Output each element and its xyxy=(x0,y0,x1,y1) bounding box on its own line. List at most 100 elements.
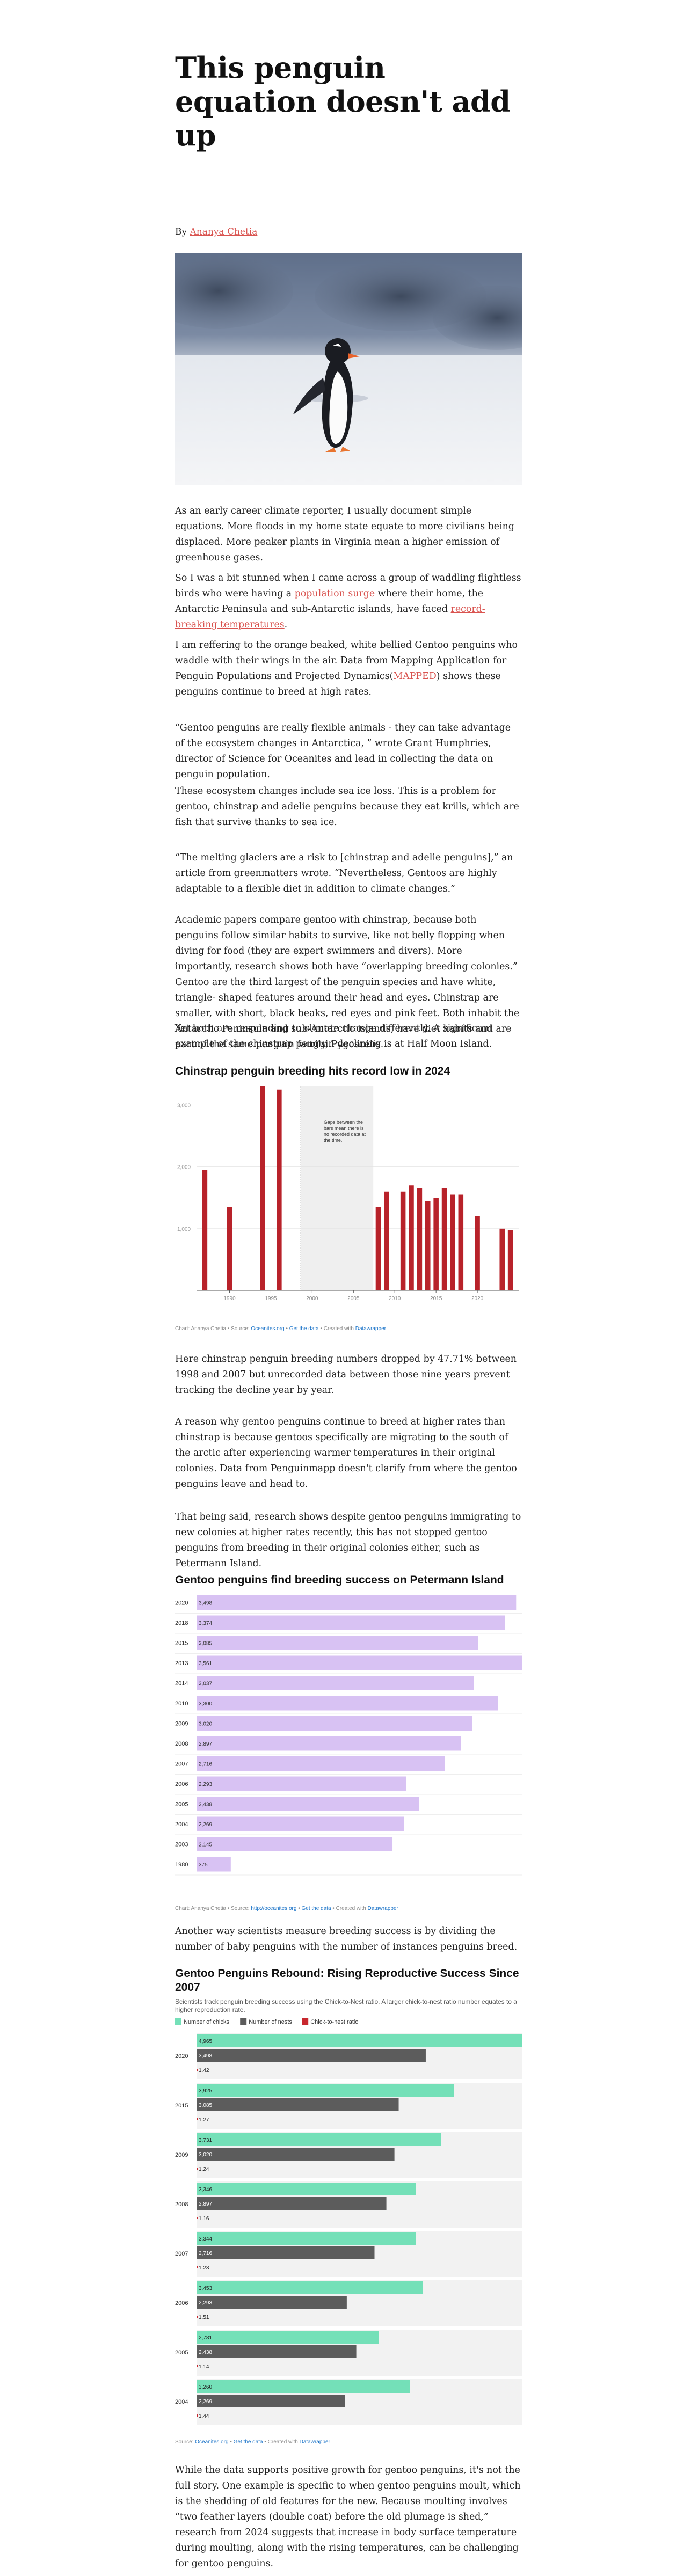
group-label: 2005 xyxy=(175,2349,188,2356)
bar-value-label: 3,344 xyxy=(199,2236,212,2242)
chicks-bar xyxy=(197,2232,416,2245)
bar-value-label: 2,269 xyxy=(199,1822,212,1828)
petermann-bar xyxy=(197,1655,522,1670)
paragraph-3: I am reffering to the orange beaked, whi… xyxy=(175,638,522,700)
article-title: This penguin equation doesn't add up xyxy=(175,50,511,152)
annotation-line: no recorded data at xyxy=(324,1132,366,1137)
chart-3-datawrapper-link[interactable]: Datawrapper xyxy=(299,2439,330,2445)
paragraph-2-text-a: So I was a bit stunned when I came acros… xyxy=(175,573,521,599)
bar-value-label: 3,731 xyxy=(199,2137,212,2143)
chart-1-datawrapper-link[interactable]: Datawrapper xyxy=(355,1326,386,1332)
chart-2-source-link[interactable]: http://oceanites.org xyxy=(251,1906,297,1911)
bar-value-label: 2,438 xyxy=(199,1802,212,1808)
petermann-bar xyxy=(197,1857,231,1872)
chart-3-credit: Source: Oceanites.org • Get the data • C… xyxy=(175,2439,522,2445)
row-label: 2020 xyxy=(175,1600,188,1607)
chinstrap-bar xyxy=(441,1188,447,1290)
bar-value-label: 3,374 xyxy=(199,1621,212,1626)
mapped-link[interactable]: MAPPED xyxy=(393,671,437,682)
paragraph-4: “Gentoo penguins are really flexible ani… xyxy=(175,723,511,780)
chicks-bar xyxy=(197,2133,441,2146)
group-label: 2020 xyxy=(175,2053,188,2060)
chart-3-credit-sep: • xyxy=(228,2439,234,2445)
x-tick-label: 2005 xyxy=(347,1296,360,1302)
ratio-bar xyxy=(197,2069,198,2071)
paragraph-10: A reason why gentoo penguins continue to… xyxy=(175,1417,517,1490)
bar-value-label: 375 xyxy=(199,1862,208,1868)
chart-2-datawrapper-link[interactable]: Datawrapper xyxy=(367,1906,398,1911)
petermann-bar xyxy=(197,1676,474,1690)
chart-3-get-data-link[interactable]: Get the data xyxy=(233,2439,263,2445)
chart-1-credit-sep: • xyxy=(284,1326,289,1332)
chart-3-credit-text: Source: xyxy=(175,2439,195,2445)
chinstrap-bar xyxy=(277,1089,282,1290)
chart-2-get-data-link[interactable]: Get the data xyxy=(301,1906,331,1911)
population-surge-link[interactable]: population surge xyxy=(294,588,375,599)
bar-value-label: 2,438 xyxy=(199,2349,212,2355)
bar-value-label: 3,085 xyxy=(199,1641,212,1647)
chart-1-title: Chinstrap penguin breeding hits record l… xyxy=(175,1065,450,1077)
bar-value-label: 2,293 xyxy=(199,2300,212,2306)
chinstrap-bar xyxy=(400,1191,406,1290)
ratio-bar xyxy=(197,2217,198,2219)
ratio-bar xyxy=(197,2118,198,2120)
annotation-line: bars mean there is xyxy=(324,1126,364,1131)
paragraph-2: So I was a bit stunned when I came acros… xyxy=(175,571,522,633)
bar-value-label: 3,020 xyxy=(199,2152,212,2158)
chart-1-get-data-link[interactable]: Get the data xyxy=(289,1326,319,1332)
hero-photo xyxy=(175,253,522,485)
author-link[interactable]: Ananya Chetia xyxy=(190,227,258,237)
chinstrap-bar xyxy=(260,1086,265,1290)
paragraph-2-text-b: where their home, the Antarctic Peninsul… xyxy=(175,588,484,615)
paragraph-12: Another way scientists measure breeding … xyxy=(175,1926,518,1952)
bar-value-label: 3,085 xyxy=(199,2103,212,2108)
chart-2-credit-sep: • xyxy=(296,1906,302,1911)
nests-bar xyxy=(197,2296,347,2309)
ratio-bar xyxy=(197,2365,198,2367)
paragraph-1: As an early career climate reporter, I u… xyxy=(175,506,514,563)
chart-2-plot: 2020 3,498 2018 3,374 2015 3,085 2013 3,561 2014… xyxy=(175,1595,522,1876)
legend-swatch xyxy=(175,2018,181,2025)
record-temperatures-link[interactable]: record-breaking temperatures xyxy=(175,604,485,630)
chart-2-title: Gentoo penguins find breeding success on… xyxy=(175,1574,504,1586)
group-label: 2004 xyxy=(175,2399,188,2405)
nests-bar xyxy=(197,2049,426,2062)
legend-label: Number of chicks xyxy=(184,2019,229,2025)
legend-label: Number of nests xyxy=(249,2019,292,2025)
chart-2-credit-text: Chart: Ananya Chetia • Source: xyxy=(175,1906,251,1911)
chicks-bar xyxy=(197,2034,522,2047)
row-label: 2005 xyxy=(175,1801,188,1808)
row-label: 2004 xyxy=(175,1821,188,1828)
chart-2-credit-tail: • Created with xyxy=(331,1906,368,1911)
chinstrap-bar xyxy=(409,1185,414,1290)
annotation-line: Gaps between the xyxy=(324,1120,363,1125)
petermann-bar xyxy=(197,1776,406,1791)
chart-2-credit: Chart: Ananya Chetia • Source: http://oc… xyxy=(175,1906,522,1911)
bar-value-label: 1.14 xyxy=(199,2364,209,2370)
paragraph-13: While the data supports positive growth … xyxy=(175,2465,521,2569)
chart-3-source-link[interactable]: Oceanites.org xyxy=(195,2439,229,2445)
row-label: 2018 xyxy=(175,1620,188,1626)
petermann-bar xyxy=(197,1837,393,1851)
bar-value-label: 3,453 xyxy=(199,2286,212,2292)
chart-1-credit-text: Chart: Ananya Chetia • Source: xyxy=(175,1326,251,1332)
bar-value-label: 3,925 xyxy=(199,2088,212,2094)
group-label: 2008 xyxy=(175,2201,188,2208)
chart-1-source-link[interactable]: Oceanites.org xyxy=(251,1326,285,1332)
chicks-bar xyxy=(197,2183,416,2195)
chinstrap-bar xyxy=(425,1201,431,1290)
bar-value-label: 3,260 xyxy=(199,2384,212,2390)
bar-value-label: 2,716 xyxy=(199,1762,212,1768)
ratio-bar xyxy=(197,2316,198,2318)
row-label: 2013 xyxy=(175,1660,188,1667)
chicks-bar xyxy=(197,2380,410,2393)
byline: By Ananya Chetia xyxy=(175,227,522,237)
y-tick-label: 3,000 xyxy=(177,1103,191,1109)
chinstrap-bar xyxy=(227,1207,232,1290)
chinstrap-bar xyxy=(433,1198,439,1290)
chinstrap-bar xyxy=(202,1170,208,1290)
bar-value-label: 1.51 xyxy=(199,2315,209,2320)
chart-3-subtitle: Scientists track penguin breeding succes… xyxy=(175,1998,517,2013)
bar-value-label: 3,346 xyxy=(199,2187,212,2193)
nests-bar xyxy=(197,2098,399,2111)
